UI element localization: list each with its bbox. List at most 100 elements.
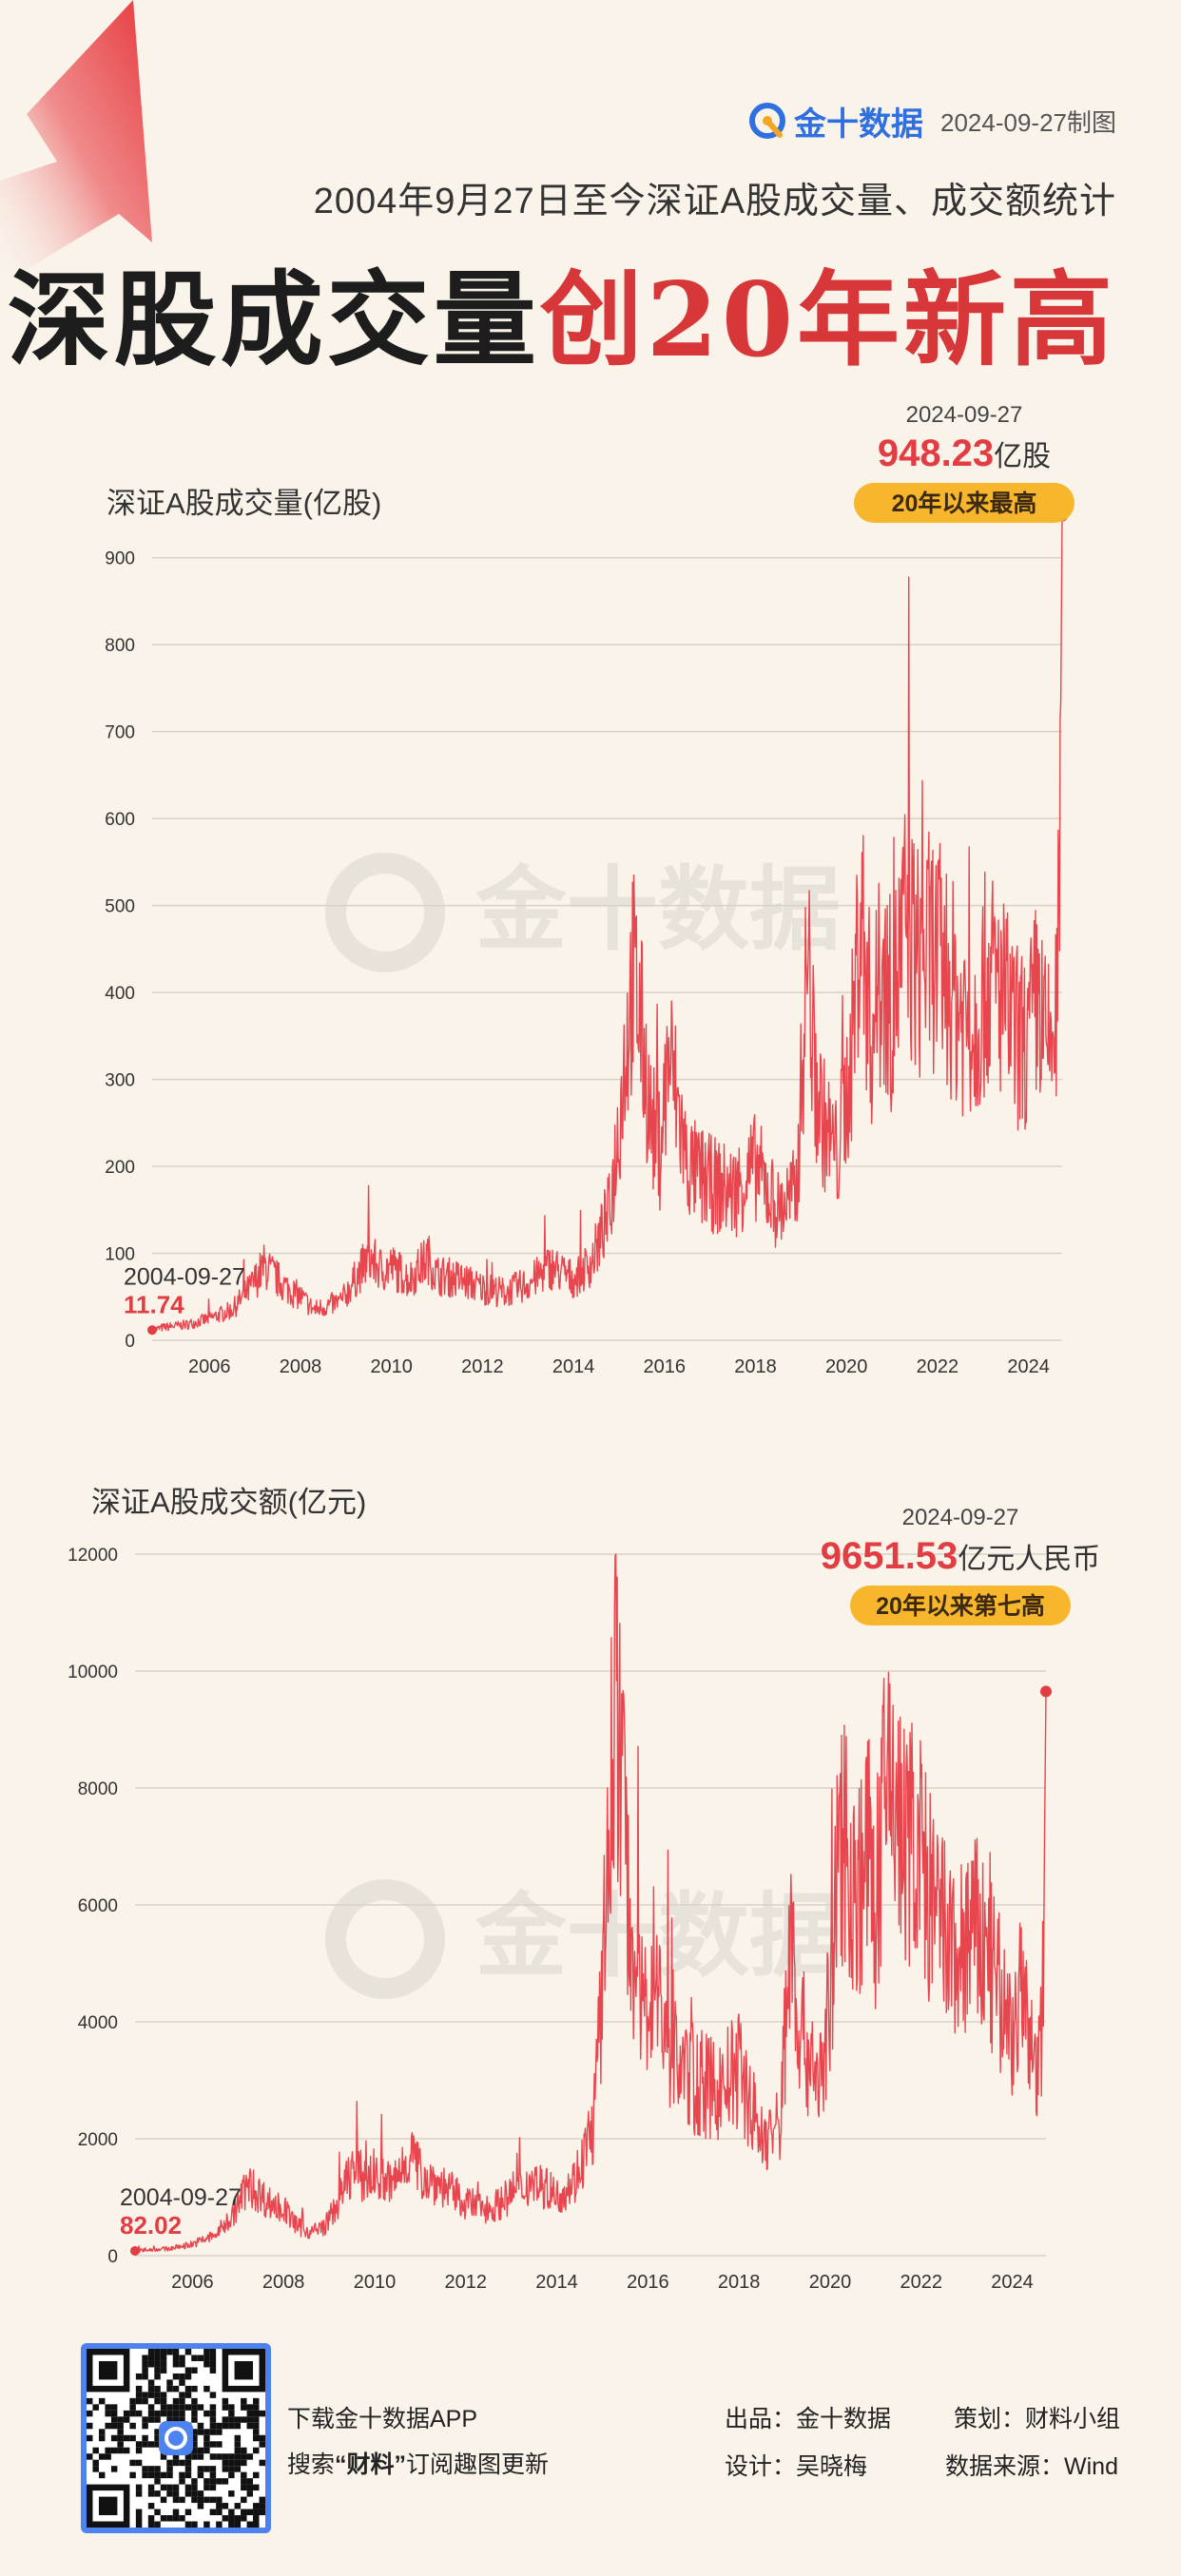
qr-finder-inner	[98, 2360, 118, 2380]
qr-cell	[92, 2447, 99, 2454]
qr-cell	[216, 2503, 223, 2509]
qr-cell	[203, 2521, 210, 2528]
qr-cell	[179, 2471, 185, 2479]
qr-cell	[234, 2466, 242, 2472]
publisher-value: 金十数据	[796, 2406, 892, 2432]
qr-cell	[179, 2373, 185, 2380]
qr-cell	[179, 2416, 185, 2423]
qr-cell	[241, 2471, 247, 2479]
qr-cell	[228, 2453, 235, 2460]
red-arrow-decoration	[0, 0, 152, 285]
qr-cell	[253, 2410, 260, 2417]
highlight-badge-text: 20年以来第七高	[876, 1592, 1045, 1620]
qr-cell	[142, 2373, 148, 2380]
qr-cell	[154, 2360, 161, 2368]
qr-cell	[191, 2521, 198, 2528]
qr-cell	[197, 2355, 204, 2361]
qr-cell	[209, 2496, 217, 2504]
qr-cell	[92, 2404, 99, 2411]
x-tick-label: 2020	[825, 1356, 868, 1377]
qr-cell	[234, 2422, 242, 2430]
qr-cell	[197, 2429, 204, 2435]
qr-code[interactable]	[81, 2343, 271, 2533]
qr-cell	[147, 2404, 155, 2411]
qr-cell	[184, 2484, 192, 2491]
qr-cell	[142, 2434, 148, 2442]
qr-cell	[160, 2453, 167, 2460]
y-tick-label: 300	[105, 1071, 135, 1091]
qr-cell	[147, 2360, 155, 2368]
qr-cell	[222, 2459, 229, 2467]
x-tick-label: 2012	[461, 1356, 504, 1377]
qr-cell	[246, 2422, 254, 2430]
y-tick-label: 600	[105, 810, 135, 830]
qr-cell	[184, 2404, 192, 2411]
qr-cell	[203, 2478, 210, 2485]
qr-cell	[117, 2429, 124, 2435]
end-date-label: 2024-09-27	[902, 1505, 1019, 1530]
qr-cell	[160, 2410, 167, 2417]
y-tick-label: 10000	[68, 1663, 118, 1682]
qr-cell	[154, 2392, 161, 2398]
qr-cell	[147, 2355, 155, 2361]
y-tick-label: 0	[125, 1332, 135, 1352]
qr-cell	[142, 2392, 148, 2398]
qr-cell	[184, 2509, 192, 2516]
y-tick-label: 200	[105, 1158, 135, 1178]
qr-cell	[209, 2422, 217, 2430]
qr-cell	[259, 2410, 265, 2417]
qr-cell	[246, 2490, 254, 2497]
start-date-label: 2004-09-27	[124, 1263, 245, 1290]
highlight-badge-bg	[850, 1586, 1071, 1625]
qr-cell	[154, 2471, 161, 2479]
qr-pattern	[87, 2349, 265, 2528]
qr-cell	[209, 2509, 217, 2516]
qr-cell	[129, 2471, 136, 2479]
qr-cell	[105, 2453, 111, 2460]
qr-cell	[197, 2453, 204, 2460]
qr-cell	[166, 2466, 173, 2472]
qr-cell	[105, 2447, 111, 2454]
qr-cell	[154, 2397, 161, 2405]
qr-cell	[147, 2441, 155, 2448]
qr-cell	[172, 2416, 180, 2423]
chart-title: 深证A股成交量(亿股)	[106, 487, 381, 520]
qr-cell	[142, 2355, 148, 2361]
x-tick-label: 2014	[552, 1356, 595, 1377]
qr-cell	[172, 2349, 180, 2355]
qr-cell	[172, 2509, 180, 2516]
qr-cell	[228, 2471, 235, 2479]
qr-cell	[154, 2355, 161, 2361]
end-value-label: 948.23	[878, 433, 994, 474]
watermark-logo-icon	[325, 1879, 445, 1999]
qr-cell	[166, 2349, 173, 2355]
qr-cell	[184, 2471, 192, 2479]
end-value-group: 9651.53亿元人民币	[821, 1535, 1101, 1577]
qr-cell	[129, 2459, 136, 2467]
qr-cell	[142, 2441, 148, 2448]
qr-cell	[197, 2503, 204, 2509]
qr-cell	[123, 2447, 130, 2454]
qr-cell	[241, 2459, 247, 2467]
qr-cell	[222, 2515, 229, 2522]
qr-cell	[241, 2484, 247, 2491]
qr-cell	[209, 2404, 217, 2411]
qr-cell	[160, 2404, 167, 2411]
qr-cell	[259, 2503, 265, 2509]
end-value-label: 9651.53	[821, 1535, 958, 1577]
qr-cell	[87, 2422, 93, 2430]
series-line	[151, 515, 1063, 1334]
qr-cell	[234, 2416, 242, 2423]
y-tick-label: 2000	[78, 2130, 118, 2150]
qr-cell	[191, 2434, 198, 2442]
qr-cell	[203, 2466, 210, 2472]
qr-cell	[110, 2410, 118, 2417]
start-date-label: 2004-09-27	[120, 2184, 242, 2211]
series-line	[134, 1553, 1047, 2253]
qr-cell	[147, 2521, 155, 2528]
qr-cell	[172, 2373, 180, 2380]
qr-cell	[216, 2441, 223, 2448]
qr-cell	[98, 2429, 106, 2435]
qr-cell	[172, 2410, 180, 2417]
qr-cell	[135, 2373, 143, 2380]
